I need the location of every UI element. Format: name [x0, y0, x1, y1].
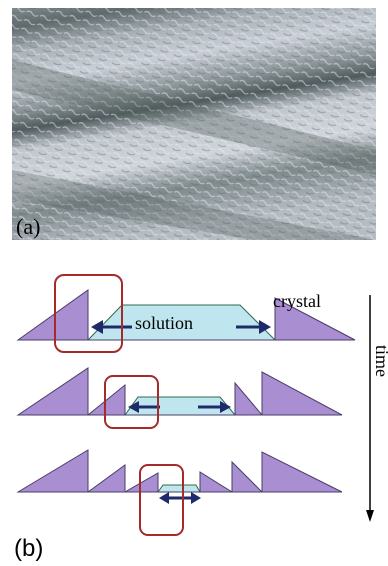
figure: (a) crystal solution — [0, 0, 388, 566]
solution-label: solution — [135, 313, 193, 333]
panel-label: (b) — [14, 535, 43, 562]
crystal-label: crystal — [273, 291, 321, 311]
diagram — [18, 275, 374, 535]
micrograph — [12, 8, 376, 260]
panel-label: (a) — [16, 214, 40, 239]
time-label: time — [372, 345, 388, 377]
